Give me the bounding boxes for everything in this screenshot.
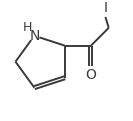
Text: N: N (29, 29, 40, 43)
Text: H: H (23, 21, 32, 34)
Text: O: O (86, 68, 96, 82)
Text: I: I (103, 1, 107, 15)
